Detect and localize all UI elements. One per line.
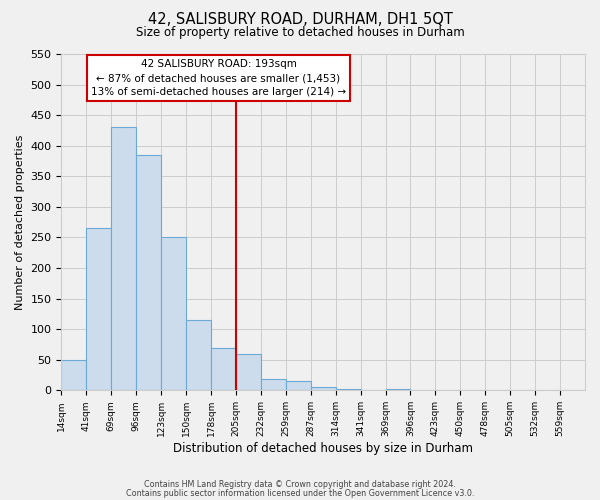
Bar (86, 228, 111, 390)
Bar (286, 381, 311, 390)
Bar (61, 360, 86, 390)
Text: Contains HM Land Registry data © Crown copyright and database right 2024.: Contains HM Land Registry data © Crown c… (144, 480, 456, 489)
Bar (311, 386, 335, 390)
Bar (335, 389, 361, 390)
X-axis label: Distribution of detached houses by size in Durham: Distribution of detached houses by size … (173, 442, 473, 455)
Text: 42, SALISBURY ROAD, DURHAM, DH1 5QT: 42, SALISBURY ROAD, DURHAM, DH1 5QT (148, 12, 452, 28)
Bar (261, 380, 286, 390)
Y-axis label: Number of detached properties: Number of detached properties (15, 134, 25, 310)
Bar (136, 155, 161, 390)
Text: 42 SALISBURY ROAD: 193sqm
← 87% of detached houses are smaller (1,453)
13% of se: 42 SALISBURY ROAD: 193sqm ← 87% of detac… (91, 59, 346, 97)
Bar (236, 354, 261, 391)
Bar (111, 128, 136, 390)
Bar (211, 348, 236, 391)
Text: Contains public sector information licensed under the Open Government Licence v3: Contains public sector information licen… (126, 488, 474, 498)
Text: Size of property relative to detached houses in Durham: Size of property relative to detached ho… (136, 26, 464, 39)
Bar (186, 320, 211, 390)
Bar (161, 238, 186, 390)
Bar (386, 389, 410, 390)
